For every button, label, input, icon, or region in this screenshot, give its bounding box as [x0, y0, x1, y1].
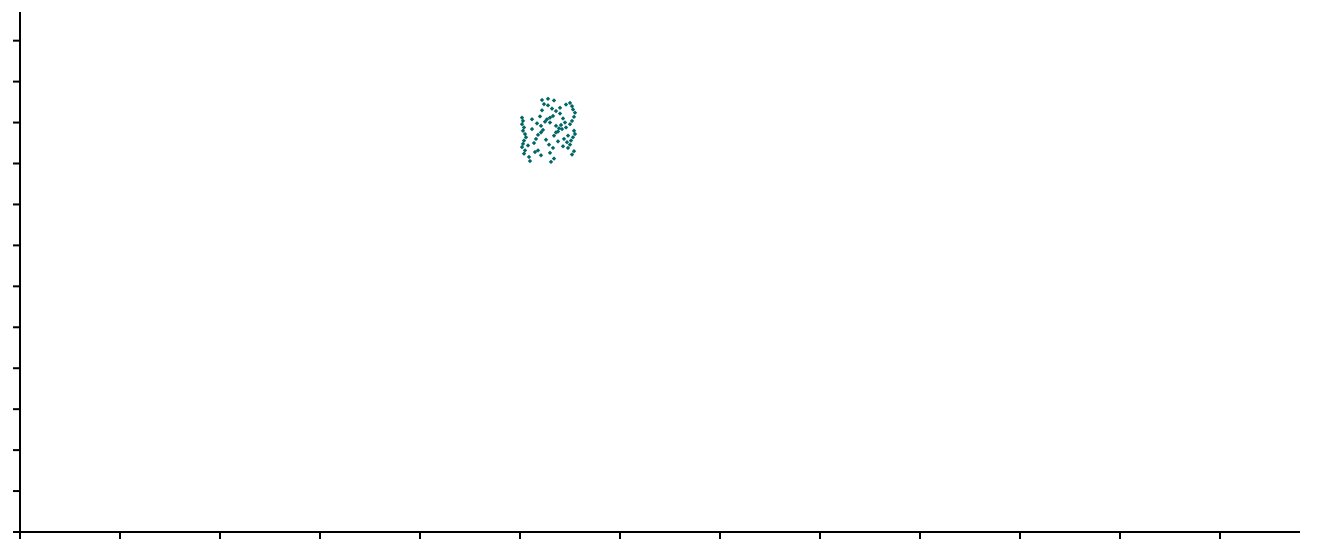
data-point	[529, 117, 535, 122]
data-point	[563, 102, 569, 107]
data-point	[569, 103, 575, 109]
data-point	[569, 152, 575, 157]
data-point	[535, 148, 541, 153]
data-point	[570, 135, 576, 140]
data-point	[521, 138, 527, 143]
data-point	[547, 150, 553, 156]
data-point	[557, 105, 563, 111]
data-point	[543, 137, 549, 142]
data-point	[535, 132, 541, 138]
data-point	[551, 98, 557, 103]
data-point	[529, 126, 535, 132]
data-point	[538, 153, 544, 158]
data-point	[572, 110, 578, 115]
data-point	[539, 108, 545, 113]
data-point	[545, 96, 551, 102]
data-point	[561, 136, 567, 142]
data-point	[527, 158, 533, 164]
data-point	[560, 116, 566, 121]
data-point	[551, 156, 557, 161]
data-point	[570, 107, 576, 112]
data-point	[522, 148, 528, 153]
data-point	[555, 139, 561, 144]
data-point	[567, 142, 573, 147]
data-point	[553, 108, 559, 114]
data-point	[553, 123, 559, 129]
points-layer	[519, 96, 578, 165]
data-point	[541, 101, 547, 107]
data-point	[547, 115, 553, 120]
data-point	[538, 130, 544, 135]
data-point	[558, 122, 564, 128]
data-point	[563, 125, 569, 130]
data-point	[568, 138, 574, 143]
data-point	[555, 129, 561, 134]
data-point	[520, 118, 526, 124]
data-point	[533, 136, 539, 142]
data-point	[567, 121, 573, 127]
data-point	[523, 135, 529, 140]
data-point	[531, 140, 537, 146]
data-point	[521, 151, 527, 156]
data-point	[550, 113, 556, 119]
data-point	[525, 143, 531, 148]
data-point	[540, 127, 546, 133]
data-point	[565, 145, 571, 151]
axes-layer	[13, 12, 1300, 539]
data-point	[519, 115, 525, 120]
data-point	[544, 117, 550, 122]
data-point	[562, 120, 568, 125]
data-point	[571, 128, 577, 133]
data-point	[571, 149, 577, 154]
data-point	[557, 111, 563, 116]
data-point	[549, 106, 555, 111]
data-point	[542, 119, 548, 124]
data-point	[548, 159, 554, 165]
data-point	[547, 120, 553, 125]
data-point	[560, 144, 566, 149]
data-point	[572, 131, 578, 137]
data-point	[564, 140, 570, 145]
data-point	[567, 100, 573, 106]
data-point	[571, 114, 577, 120]
data-point	[522, 131, 528, 137]
data-point	[537, 114, 543, 119]
data-point	[538, 123, 544, 129]
data-point	[551, 133, 557, 138]
data-point	[526, 154, 532, 160]
data-point	[520, 128, 526, 133]
data-point	[521, 125, 527, 130]
data-point	[532, 149, 538, 155]
data-point	[546, 142, 552, 147]
data-point	[534, 121, 540, 126]
data-point	[545, 103, 551, 108]
data-point	[569, 118, 575, 124]
data-point	[520, 141, 526, 147]
data-point	[539, 97, 545, 103]
data-point	[550, 145, 556, 151]
data-point	[559, 126, 565, 132]
data-point	[519, 121, 525, 127]
data-point	[519, 144, 525, 150]
data-point	[565, 133, 571, 138]
